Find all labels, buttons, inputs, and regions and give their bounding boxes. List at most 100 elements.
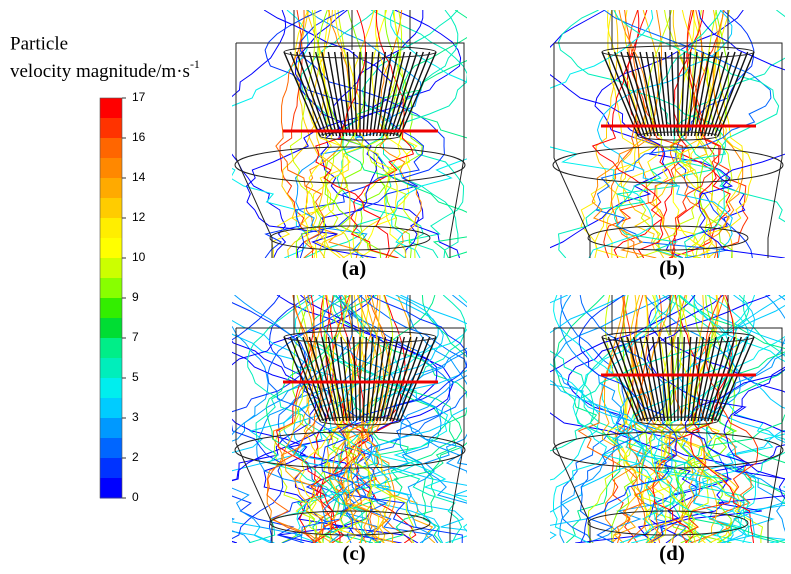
cage-bar [365, 51, 374, 137]
streamline [594, 10, 637, 258]
cage-bar [399, 336, 437, 422]
streamline [636, 10, 699, 258]
cage-bar [302, 336, 331, 422]
cage-bottom [637, 416, 719, 426]
outlet-ring [587, 510, 749, 536]
streamline [264, 10, 425, 258]
panel-label: (b) [659, 256, 685, 280]
streamline [294, 10, 422, 258]
cage-bar [352, 336, 358, 422]
streamline [279, 10, 314, 258]
streamline [578, 295, 678, 543]
panel-label: (c) [342, 541, 365, 565]
streamline [550, 350, 595, 452]
cage [283, 336, 437, 422]
cage-top [601, 45, 755, 59]
colorbar-segment [100, 218, 122, 239]
cage-bar [607, 51, 642, 137]
streamline [277, 295, 354, 543]
cage-bar [700, 336, 724, 422]
cage-bar [632, 51, 656, 137]
streamline [370, 295, 467, 531]
panel [550, 10, 785, 258]
streamline [690, 295, 785, 540]
colorbar-tick-label: 0 [132, 490, 139, 504]
panel-label: (d) [659, 541, 685, 565]
cage-bar [385, 336, 412, 422]
housing [235, 42, 465, 258]
cage-bar [396, 51, 431, 137]
cage-bar [614, 51, 646, 137]
streamline [268, 295, 374, 543]
streamline [577, 295, 646, 543]
streamline [601, 295, 679, 543]
cage-bar [392, 51, 424, 137]
legend-title: Particle [10, 33, 68, 54]
colorbar-tick-label: 7 [132, 330, 139, 344]
cage-bar [389, 51, 418, 137]
streamline [553, 295, 621, 543]
streamline [681, 295, 759, 543]
cage-bar [717, 51, 755, 137]
outlet-ring [587, 225, 749, 251]
cage-bar [697, 336, 717, 422]
streamline [287, 10, 327, 258]
streamline [351, 295, 467, 543]
cage-bar [687, 336, 698, 422]
cage-bar [314, 51, 338, 137]
streamline [232, 295, 375, 543]
cage-bar [333, 51, 348, 137]
cage-bar [693, 336, 711, 422]
streamline [381, 10, 459, 258]
streamline [324, 10, 382, 258]
cage-bar [710, 336, 742, 422]
streamline [611, 10, 639, 258]
colorbar-segment [100, 478, 122, 499]
housing-ring [234, 431, 466, 469]
streamline [275, 10, 325, 258]
streamline [580, 10, 658, 258]
streamline [698, 10, 785, 258]
streamline [677, 295, 718, 543]
cage-bar [690, 51, 705, 137]
colorbar-segment [100, 158, 122, 179]
streamline [553, 295, 640, 543]
streamline [595, 10, 629, 258]
streamline [292, 295, 444, 543]
streamline [265, 295, 345, 543]
cage-bar [375, 336, 393, 422]
streamline [299, 10, 445, 258]
streamline [315, 10, 390, 258]
cage-bar [372, 336, 387, 422]
cage-bar [614, 336, 646, 422]
streamline [232, 302, 307, 543]
cage-bar [382, 336, 406, 422]
cage-bar [607, 336, 642, 422]
outlet-ring [269, 225, 431, 251]
housing-ring [234, 146, 466, 184]
streamline [343, 295, 366, 543]
streamline [661, 295, 691, 543]
streamline [379, 10, 422, 258]
panel-label: (a) [342, 256, 367, 280]
streamline [311, 295, 463, 543]
cage-bar [365, 336, 374, 422]
cage-bar [714, 336, 749, 422]
cage-bar [690, 336, 705, 422]
streamline [389, 10, 467, 258]
cage-bar [340, 336, 351, 422]
cage-bar [396, 336, 431, 422]
streamline [255, 295, 364, 543]
cage-bar [308, 336, 335, 422]
cage-bar [314, 336, 338, 422]
streamline [401, 36, 467, 258]
colorbar-segment [100, 438, 122, 459]
streamline [232, 10, 309, 258]
streamline [312, 10, 366, 258]
streamline [702, 10, 744, 258]
streamline [368, 295, 467, 543]
colorbar-segment [100, 278, 122, 299]
streamline [232, 10, 287, 258]
colorbar-segment [100, 118, 122, 139]
